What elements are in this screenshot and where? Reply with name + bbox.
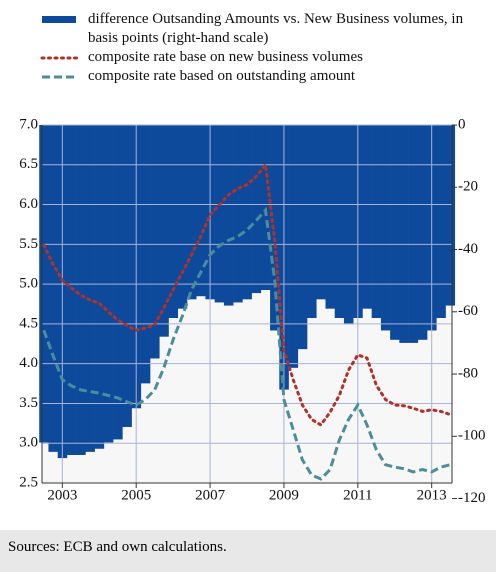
bar — [223, 125, 234, 306]
bar — [177, 125, 188, 309]
chart: 7.0 6.5 6.0 5.5 5.0 4.5 4.0 3.5 3.0 2.5 0 -20 -40 -60… — [19, 116, 486, 506]
legend-item: difference Outsanding Amounts vs. New Bu… — [40, 10, 480, 48]
bar — [371, 125, 382, 319]
x-tick-label: 2003 — [47, 487, 77, 503]
bar — [48, 125, 58, 452]
y-tick-label: 5.0 — [19, 276, 38, 292]
bar — [94, 125, 105, 449]
bar — [390, 125, 400, 340]
x-tick-label: 2007 — [195, 487, 226, 503]
legend-item: composite rate based on outstanding amou… — [40, 67, 480, 86]
line — [42, 206, 451, 481]
bar — [343, 125, 354, 325]
x-tick-label: 2009 — [269, 487, 299, 503]
bar — [307, 125, 317, 319]
legend-swatch — [42, 75, 78, 79]
y-tick-label: 3.0 — [19, 435, 38, 451]
y-tick-label: 6.5 — [19, 156, 38, 172]
y-tick-label: 6.0 — [19, 196, 38, 212]
bar — [233, 125, 243, 303]
x-tick-label: 2013 — [417, 487, 447, 503]
bar — [399, 125, 409, 343]
bar — [288, 125, 299, 368]
legend-label: composite rate base on new business volu… — [88, 49, 363, 65]
x-tick-label: 2011 — [343, 487, 372, 503]
bar — [76, 125, 86, 455]
legend-item: composite rate base on new business volu… — [40, 48, 480, 67]
y2-tick-label: -40 — [458, 241, 478, 257]
bar — [251, 125, 262, 294]
bar — [140, 125, 151, 384]
legend-label: composite rate based on outstanding amou… — [88, 68, 356, 84]
bar — [408, 125, 419, 343]
y2-tick-label: 0 — [458, 116, 466, 132]
bar — [417, 125, 428, 340]
y-tick-label: 4.5 — [19, 315, 38, 331]
bar — [380, 125, 391, 331]
bar — [362, 125, 372, 309]
bar — [260, 125, 271, 290]
legend-bar — [42, 16, 76, 23]
y-tick-label: 2.5 — [19, 474, 38, 490]
bar — [122, 125, 132, 427]
y-tick-label: 4.0 — [19, 355, 38, 371]
source-note: Sources: ECB and own calculations. — [8, 539, 227, 555]
y2-tick-label: -20 — [458, 179, 478, 195]
bar — [214, 125, 225, 303]
y2-tick-label: -80 — [458, 365, 478, 381]
bar — [85, 125, 95, 452]
y2-tick-label: -60 — [458, 303, 478, 319]
y-tick-label: 5.5 — [19, 236, 38, 252]
bar — [325, 125, 336, 309]
line — [42, 161, 452, 427]
bar — [316, 125, 326, 300]
footer: Sources: ECB and own calculations. — [0, 530, 496, 572]
legend-label: difference Outsanding Amounts vs. New Bu… — [88, 11, 464, 46]
bar — [297, 125, 308, 350]
legend: difference Outsanding Amounts vs. New Bu… — [40, 10, 480, 86]
y-tick-label: 3.5 — [19, 395, 38, 411]
bar — [242, 125, 252, 300]
bar — [436, 125, 446, 319]
bar — [159, 125, 169, 337]
bar — [334, 125, 345, 319]
bar — [196, 125, 206, 297]
bar — [445, 125, 456, 306]
bar — [113, 125, 123, 440]
x-tick-label: 2005 — [121, 487, 151, 503]
y2-tick-label: -100 — [458, 428, 486, 444]
bar — [150, 125, 160, 359]
legend-swatch — [40, 56, 80, 60]
bar — [168, 125, 179, 319]
bar — [186, 125, 197, 300]
bar — [270, 125, 280, 331]
legend-swatch — [42, 16, 76, 23]
y2-tick-label: -120 — [458, 490, 486, 506]
y-tick-label: 7.0 — [19, 116, 38, 132]
